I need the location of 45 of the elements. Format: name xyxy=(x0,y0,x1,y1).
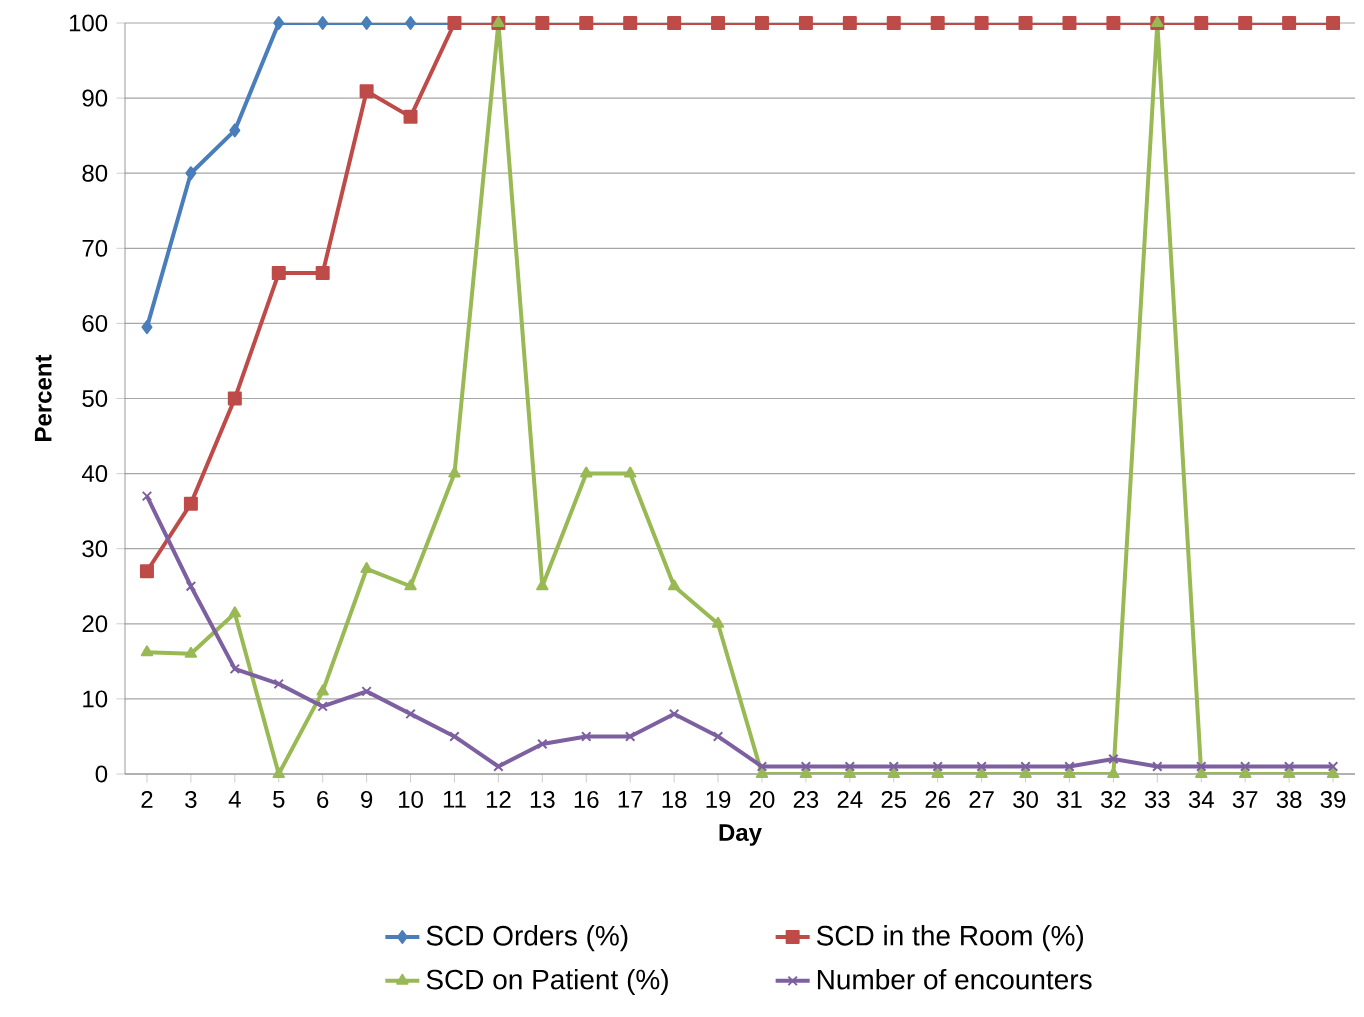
x-tick-label: 23 xyxy=(793,790,819,808)
x-tick-label: 30 xyxy=(1013,790,1038,808)
y-tick-label: 50 xyxy=(82,390,108,408)
y-tick-label: 30 xyxy=(82,540,108,558)
y-tick-label: 40 xyxy=(81,465,108,483)
legend-label: SCD on Patient (%) xyxy=(426,968,668,996)
x-tick-label: 3 xyxy=(185,790,197,808)
x-tick-label: 10 xyxy=(399,790,423,808)
x-tick-label: 11 xyxy=(443,790,466,808)
legend-label: Number of encounters xyxy=(817,968,1092,990)
y-tick-label: 70 xyxy=(82,239,108,257)
x-tick-label: 4 xyxy=(228,790,241,808)
x-tick-label: 31 xyxy=(1057,790,1082,808)
y-tick-label: 60 xyxy=(82,314,108,332)
x-tick-label: 25 xyxy=(881,790,907,808)
x-tick-label: 13 xyxy=(530,790,555,808)
x-tick-label: 19 xyxy=(706,790,731,808)
x-tick-label: 27 xyxy=(969,790,994,808)
x-tick-label: 9 xyxy=(361,790,373,808)
y-axis-title: Percent xyxy=(34,354,52,441)
x-tick-label: 26 xyxy=(925,790,950,808)
x-tick-label: 38 xyxy=(1276,790,1302,808)
y-tick-label: 10 xyxy=(83,690,108,708)
legend-label: SCD Orders (%) xyxy=(426,925,628,952)
x-tick-label: 37 xyxy=(1232,790,1258,808)
y-tick-label: 100 xyxy=(69,14,108,32)
x-tick-label: 6 xyxy=(317,790,329,808)
x-tick-label: 18 xyxy=(662,790,687,808)
y-tick-label: 80 xyxy=(82,164,108,182)
y-tick-label: 20 xyxy=(82,615,108,633)
x-tick-label: 5 xyxy=(273,790,285,808)
x-tick-label: 39 xyxy=(1320,790,1346,808)
x-tick-label: 16 xyxy=(574,790,599,808)
x-tick-label: 32 xyxy=(1100,790,1126,808)
x-axis-title: Day xyxy=(719,824,762,846)
x-tick-label: 17 xyxy=(618,790,643,808)
x-tick-label: 20 xyxy=(749,790,775,808)
x-tick-label: 24 xyxy=(837,790,863,808)
x-tick-label: 2 xyxy=(141,790,153,808)
x-tick-label: 34 xyxy=(1188,790,1214,808)
y-tick-label: 90 xyxy=(82,89,108,107)
x-tick-label: 33 xyxy=(1144,790,1170,808)
legend-label: SCD in the Room (%) xyxy=(816,925,1084,952)
x-tick-label: 12 xyxy=(486,790,511,808)
y-tick-label: 0 xyxy=(95,765,108,783)
